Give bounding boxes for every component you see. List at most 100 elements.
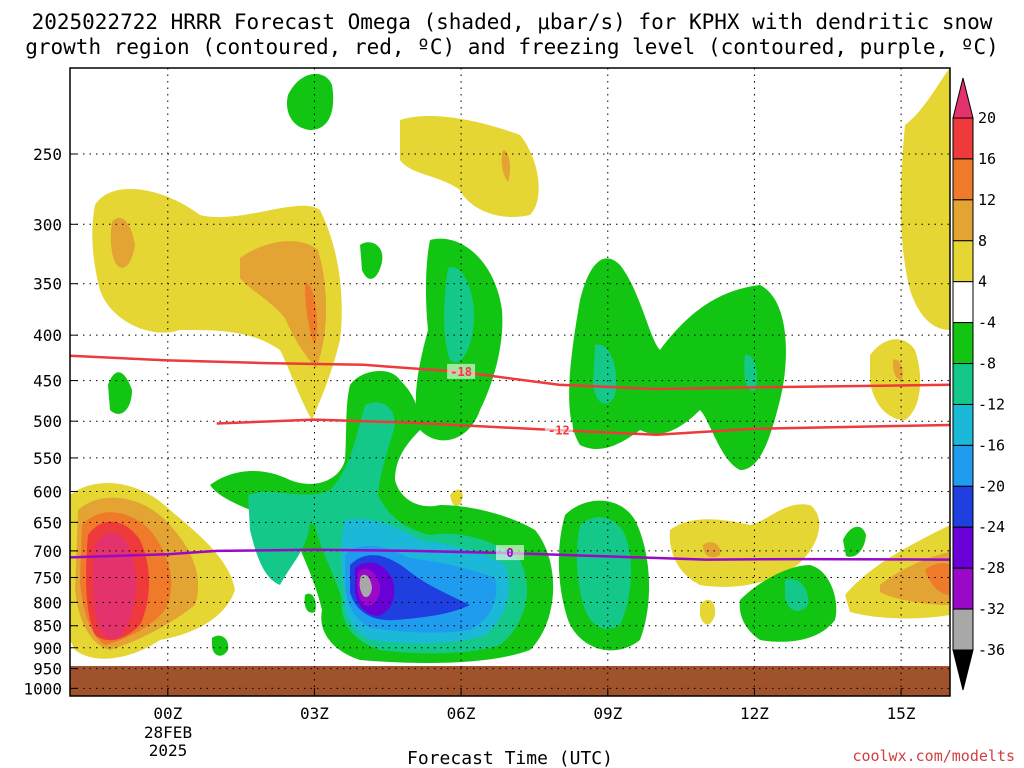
x-tick-label: 06Z [447,704,476,723]
chart-title-line1: 2025022722 HRRR Forecast Omega (shaded, … [32,10,993,34]
colorbar-label: 8 [978,232,987,250]
contour-label: -18 [450,365,472,379]
omega-region-positive [669,504,820,587]
omega-region-positive-8 [880,552,950,605]
x-tick-label: 15Z [887,704,916,723]
contour-label-bg [496,545,524,561]
omega-region-negative-8 [785,579,809,611]
colorbar-label: -36 [978,641,1005,659]
y-axis: 250 300 350 400 450 500 550 600 650 700 750 800 850 9… [23,145,78,698]
credit-text: coolwx.com/modelts [852,747,1015,765]
colorbar-label: 4 [978,273,987,291]
colorbar-label: -16 [978,436,1005,454]
colorbar-bottom-arrow [952,649,974,691]
colorbar-label: -28 [978,559,1005,577]
omega-region-negative [212,635,229,656]
omega-region-negative [843,526,866,557]
omega-region-positive-8 [892,359,903,381]
colorbar: 20 16 12 8 4 -4 -8 -12 -16 -20 -24 -28 -32 -36 [952,77,1005,691]
colorbar-label: 12 [978,191,996,209]
omega-region-positive [900,68,950,330]
omega-region-positive [450,489,463,507]
omega-region-positive [400,115,539,218]
y-tick-label: 950 [33,660,62,679]
y-tick-label: 600 [33,482,62,501]
y-tick-label: 500 [33,412,62,431]
colorbar-segment [952,567,974,610]
colorbar-segment [952,485,974,528]
y-tick-label: 350 [33,275,62,294]
omega-region-negative-8 [444,267,475,363]
colorbar-segment [952,403,974,446]
omega-region-negative-32 [359,574,372,598]
x-axis: 00Z 03Z 06Z 09Z 12Z 15Z [153,688,916,723]
omega-region-negative-8 [248,492,311,585]
colorbar-segment [952,158,974,201]
contour-label: -12 [548,423,570,437]
y-tick-label: 900 [33,639,62,658]
y-tick-label: 650 [33,513,62,532]
omega-region-positive [700,599,716,625]
colorbar-segment [952,199,974,242]
y-tick-label: 800 [33,593,62,612]
omega-region-positive-8 [240,241,327,368]
omega-region-negative-8 [593,344,617,404]
colorbar-label: -12 [978,395,1005,413]
x-date-line2: 2025 [149,741,188,760]
omega-region-positive-8 [110,217,135,268]
colorbar-segment [952,608,974,651]
colorbar-label: -24 [978,518,1005,536]
y-tick-label: 400 [33,326,62,345]
colorbar-label: -8 [978,355,996,373]
contour-line [70,548,950,561]
x-tick-label: 12Z [740,704,769,723]
x-tick-label: 03Z [300,704,329,723]
omega-region-positive [870,339,921,420]
y-tick-label: 450 [33,372,62,391]
y-tick-label: 750 [33,568,62,587]
contour-labels: -18 -12 0 [447,363,573,561]
chart-grid [70,68,950,696]
contour-label: 0 [506,546,513,560]
omega-region-negative [286,73,334,130]
x-tick-label: 00Z [153,704,182,723]
x-tick-label: 09Z [593,704,622,723]
omega-region-negative [304,593,316,613]
x-date-line1: 28FEB [144,723,192,742]
omega-region-negative [108,372,132,414]
colorbar-segment [952,363,974,405]
colorbar-label: -20 [978,477,1005,495]
omega-region-positive-8 [501,150,511,182]
x-axis-label: Forecast Time (UTC) [407,748,613,768]
omega-region-negative [360,242,383,279]
colorbar-segment [952,117,974,160]
omega-region-negative [569,258,786,470]
chart-title-line2: growth region (contoured, red, ºC) and f… [25,35,999,59]
colorbar-label: -32 [978,600,1005,618]
colorbar-segment [952,281,974,324]
colorbar-label: 16 [978,150,996,168]
colorbar-label: 20 [978,109,996,127]
y-tick-label: 1000 [23,679,62,698]
y-tick-label: 850 [33,617,62,636]
y-tick-label: 550 [33,449,62,468]
contour-label-bg [544,422,573,438]
colorbar-segment [952,240,974,283]
omega-region-positive-20 [92,532,136,639]
colorbar-label: -4 [978,314,996,332]
contour-label-bg [447,363,476,379]
colorbar-top-arrow [952,77,974,119]
omega-region-negative-8 [576,517,632,629]
ground-surface [70,666,950,696]
omega-region-negative-8 [744,354,757,391]
colorbar-segment [952,322,974,365]
y-tick-label: 300 [33,215,62,234]
omega-region-positive-8 [703,542,721,558]
omega-region-positive-12 [925,563,950,595]
colorbar-segment [952,526,974,569]
y-tick-label: 700 [33,542,62,561]
plot-frame [69,67,951,697]
y-tick-label: 250 [33,145,62,164]
colorbar-segment [952,444,974,487]
